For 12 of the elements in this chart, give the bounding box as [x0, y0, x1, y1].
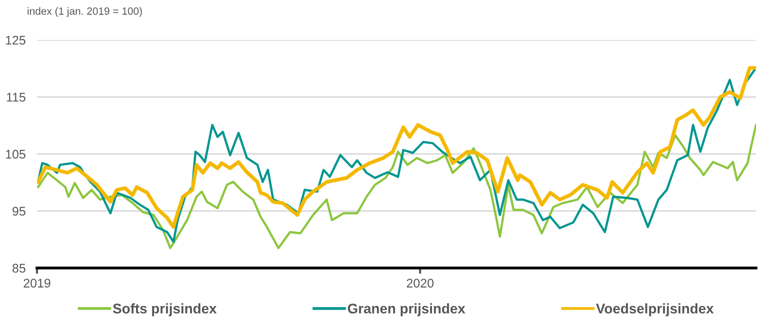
y-tick-label: 125	[6, 36, 26, 45]
x-tick-label: 2019	[24, 278, 50, 288]
y-tick-label: 95	[12, 206, 26, 216]
line-series	[37, 124, 756, 250]
y-tick-label: 105	[6, 150, 26, 159]
x-tick-label: 2020	[406, 278, 434, 288]
y-tick-label: 85	[12, 264, 26, 273]
legend-label: Granen prijsindex	[348, 303, 466, 316]
y-tick-label: 115	[6, 92, 26, 102]
legend-label: Voedselprijsindex	[596, 303, 714, 316]
y-axis-title: index (1 jan. 2019 = 100)	[28, 7, 142, 17]
legend-label: Softs prijsindex	[112, 303, 217, 316]
